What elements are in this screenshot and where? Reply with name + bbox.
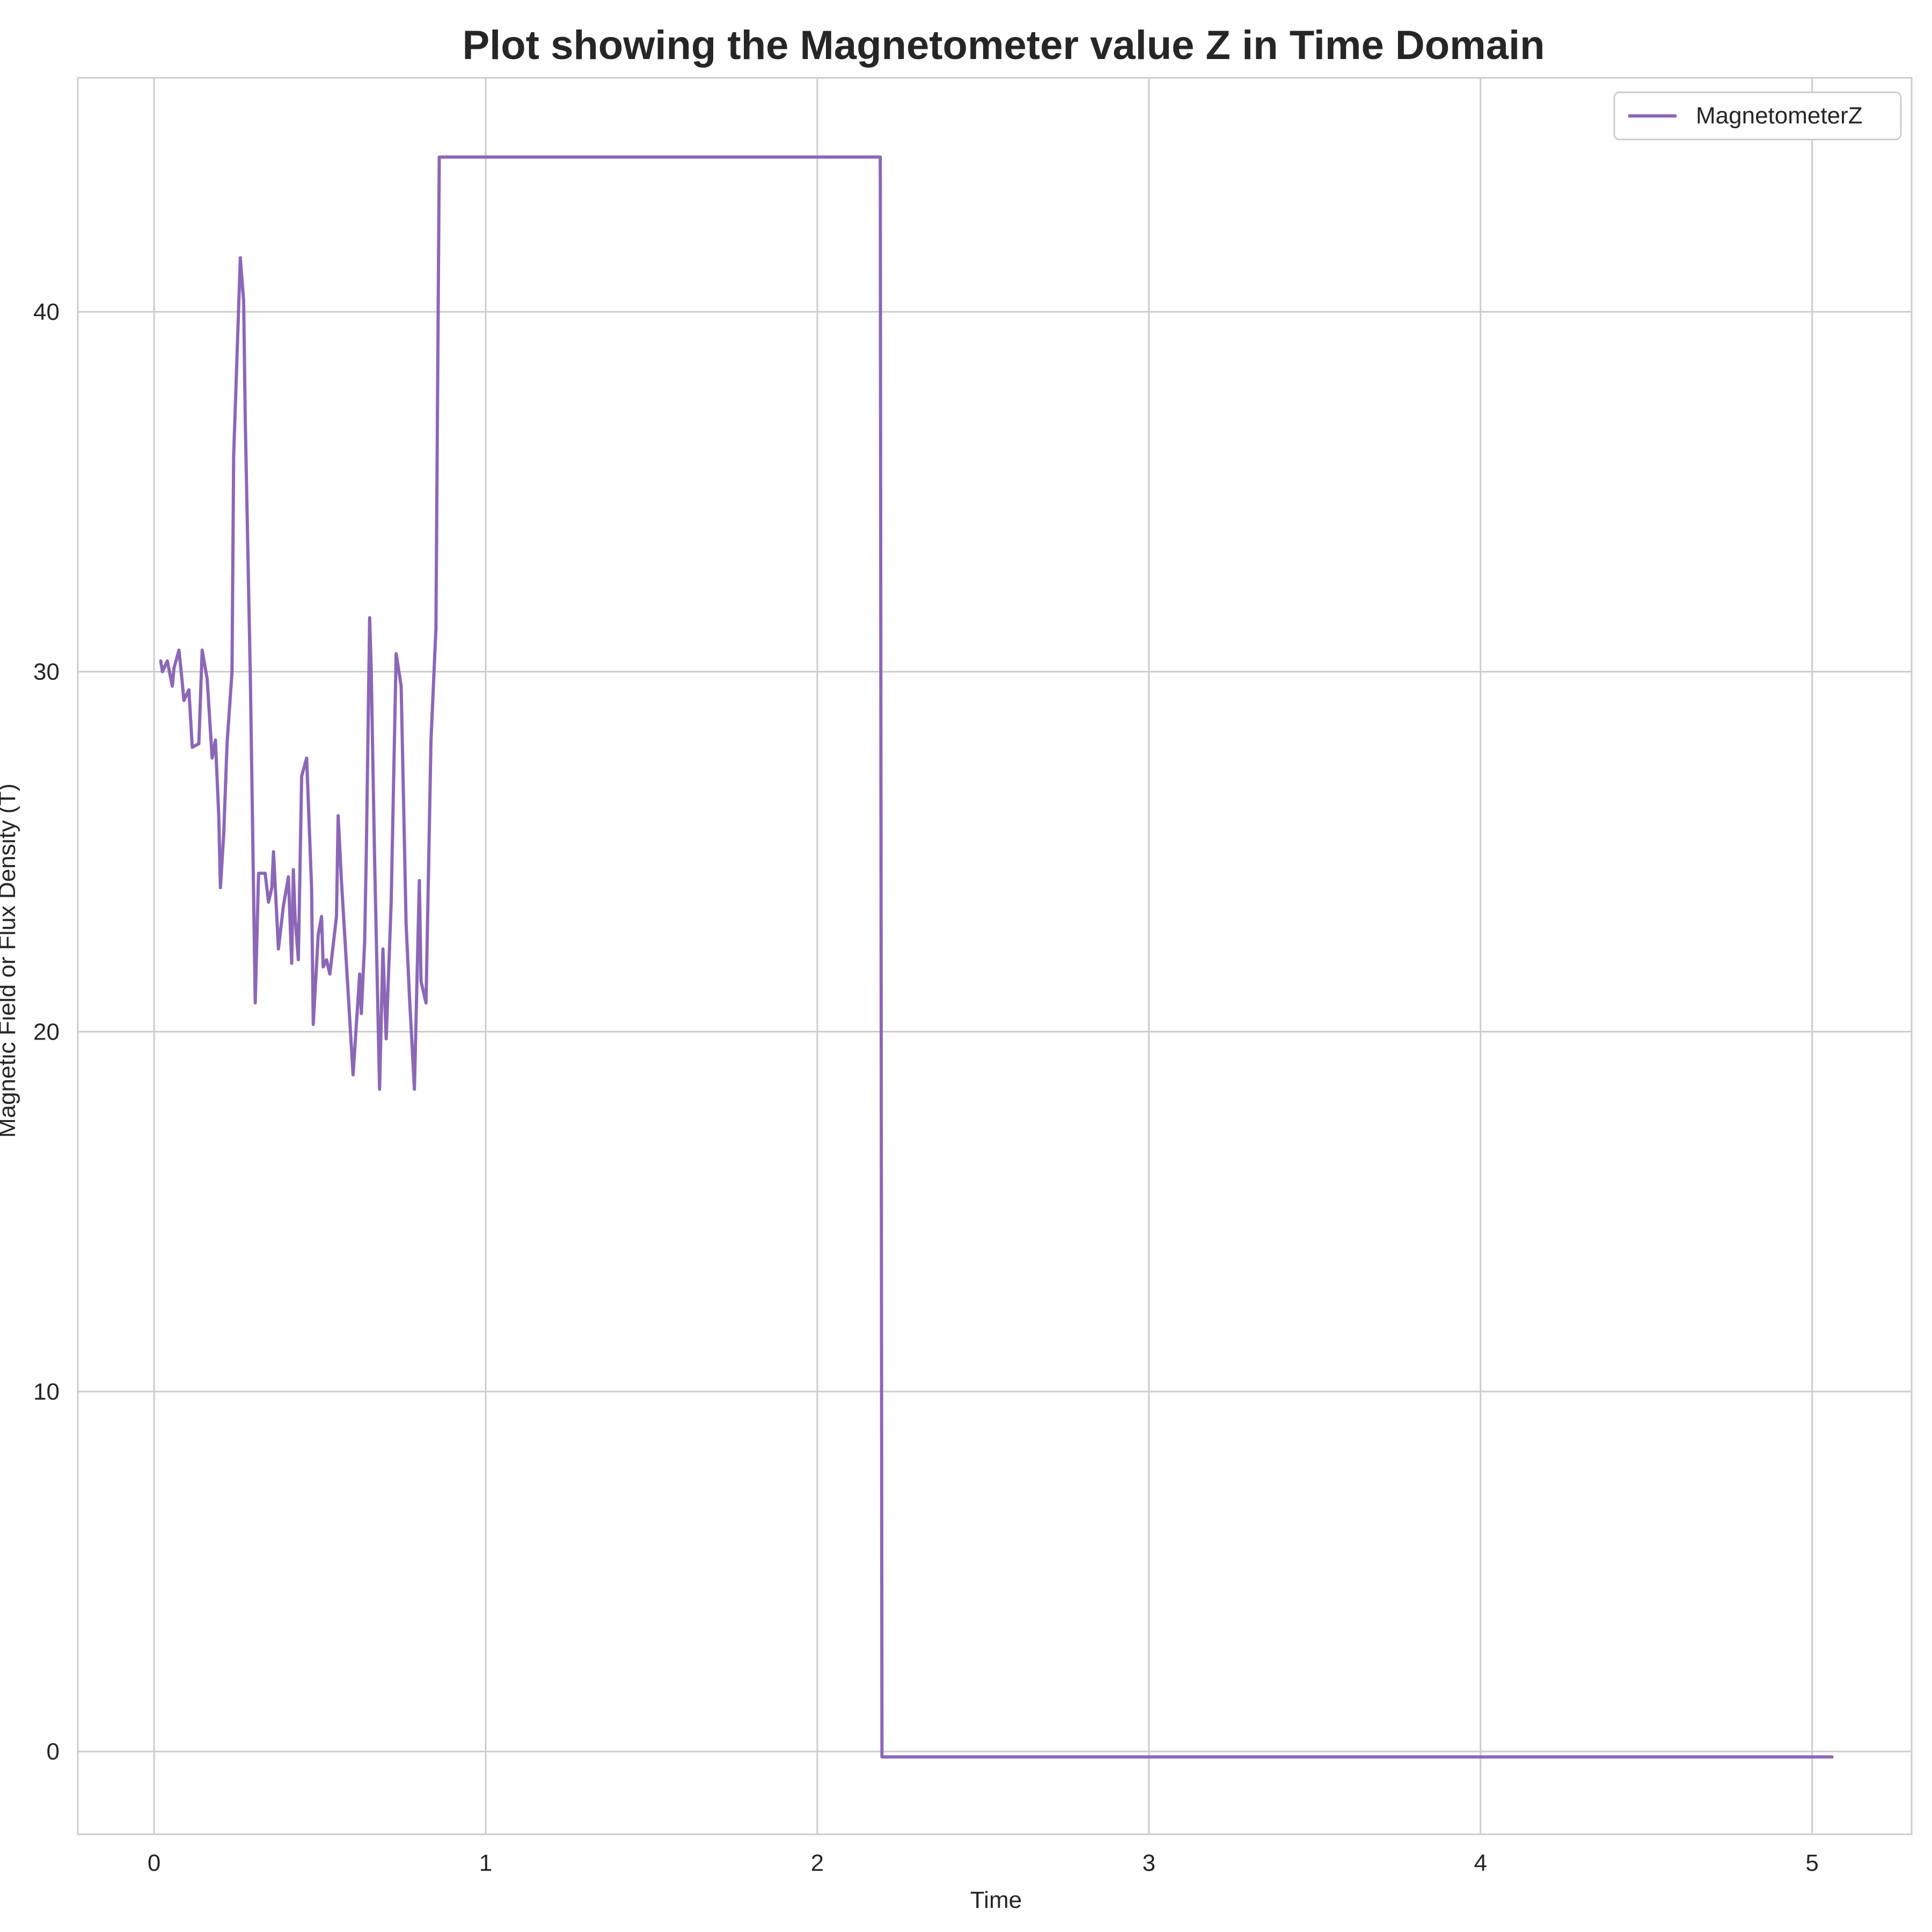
x-tick-label: 2 (811, 1850, 824, 1876)
chart-title: Plot showing the Magnetometer value Z in… (462, 23, 1545, 68)
legend-label-magnetometerz: MagnetometerZ (1696, 103, 1863, 129)
x-tick-label: 4 (1474, 1850, 1487, 1876)
y-tick-labels: 0 10 20 30 40 (33, 299, 60, 1765)
grid (78, 78, 1912, 1834)
plot-frame (77, 77, 1913, 1835)
x-tick-label: 3 (1143, 1850, 1155, 1876)
y-tick-label: 30 (33, 659, 60, 685)
y-tick-label: 0 (47, 1739, 60, 1765)
legend: MagnetometerZ (1613, 91, 1902, 141)
x-tick-label: 0 (148, 1850, 160, 1876)
x-tick-label: 1 (479, 1850, 492, 1876)
series-line-magnetometerz (159, 155, 1834, 1759)
x-tick-label: 5 (1805, 1850, 1818, 1876)
series-layer (159, 155, 1834, 1759)
x-tick-labels: 0 1 2 3 4 5 (148, 1850, 1819, 1876)
y-tick-label: 40 (33, 299, 60, 325)
y-tick-label: 10 (33, 1379, 60, 1405)
y-axis-label: Magnetic Field or Flux Density (T) (0, 784, 20, 1138)
x-axis-label: Time (970, 1887, 1022, 1913)
y-tick-label: 20 (33, 1019, 60, 1045)
legend-box (1613, 91, 1902, 141)
